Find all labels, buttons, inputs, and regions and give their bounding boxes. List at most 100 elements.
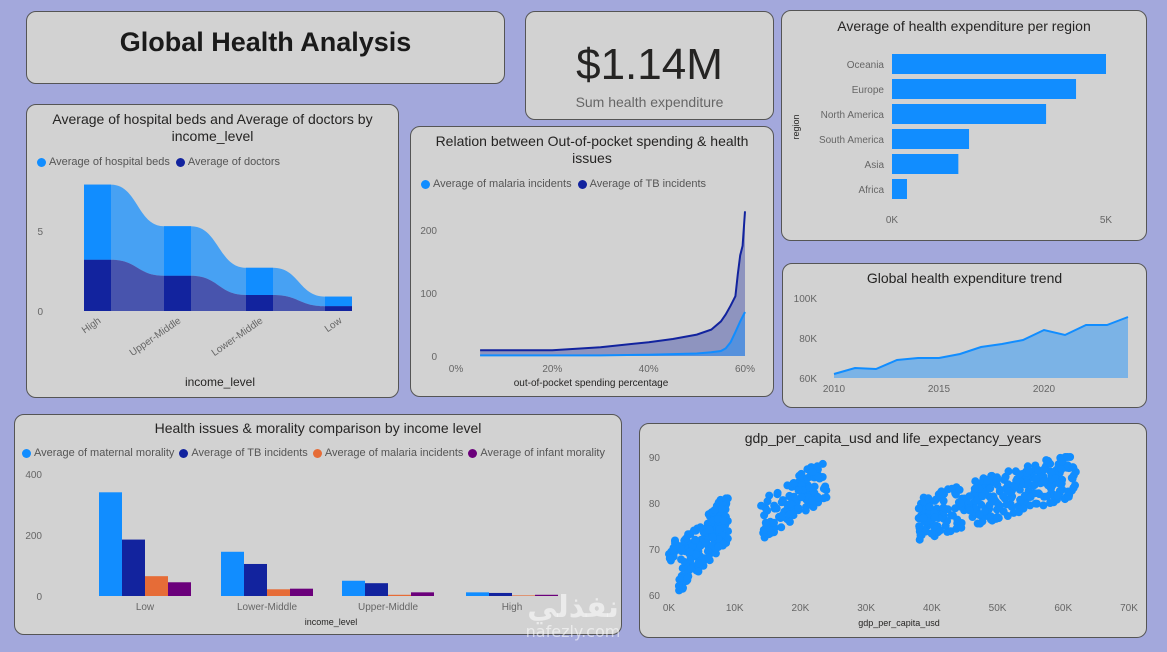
dashboard-title: Global Health Analysis bbox=[119, 27, 412, 57]
scatter-chart: 60 70 80 90 0K 10K 20K 30K 40K 50K 60K 70K gdp_per_c… bbox=[649, 453, 1138, 628]
y-tick-label: Africa bbox=[858, 185, 884, 196]
scatter-point bbox=[813, 462, 822, 471]
legend-marker bbox=[468, 448, 478, 458]
scatter-point bbox=[928, 529, 936, 538]
x-tick-label: 0K bbox=[886, 215, 899, 226]
column-bar bbox=[342, 580, 365, 596]
watermark-latin: nafezly.com bbox=[525, 622, 621, 641]
y-axis-title: region bbox=[791, 114, 801, 139]
scatter-point bbox=[1030, 481, 1039, 490]
scatter-point bbox=[1034, 466, 1042, 474]
scatter-point bbox=[973, 519, 982, 528]
scatter-point bbox=[1055, 479, 1064, 488]
x-tick-label: Low bbox=[136, 602, 155, 613]
y-tick-label: North America bbox=[821, 110, 885, 121]
x-axis-title: out-of-pocket spending percentage bbox=[514, 378, 669, 389]
legend-label: Average of malaria incidents bbox=[324, 447, 464, 459]
scatter-point bbox=[683, 573, 692, 582]
y-tick-label: 0 bbox=[37, 307, 43, 318]
x-tick-label: 40K bbox=[923, 603, 941, 614]
x-tick-label: 30K bbox=[857, 603, 875, 614]
x-tick-label: 0K bbox=[663, 603, 676, 614]
scatter-point bbox=[703, 547, 712, 556]
legend-marker bbox=[312, 448, 322, 458]
scatter-point bbox=[701, 539, 710, 548]
scatter-point bbox=[930, 513, 939, 522]
scatter-point bbox=[957, 523, 966, 532]
x-tick-label: 70K bbox=[1120, 603, 1138, 614]
kpi-card[interactable]: $1.14M Sum health expenditure bbox=[525, 11, 774, 120]
x-tick-label: 5K bbox=[1100, 215, 1113, 226]
y-tick-label: 60 bbox=[649, 591, 661, 602]
scatter-point bbox=[951, 504, 960, 513]
region-card[interactable]: Average of health expenditure per region… bbox=[781, 10, 1147, 241]
scatter-point bbox=[821, 482, 830, 491]
issues-card[interactable]: Health issues & morality comparison by i… bbox=[14, 414, 622, 635]
scatter-point bbox=[671, 536, 679, 545]
region-bar bbox=[892, 129, 970, 149]
scatter-point bbox=[694, 567, 703, 576]
scatter-point bbox=[1026, 492, 1035, 501]
x-tick-label: 60% bbox=[735, 364, 755, 375]
scatter-point bbox=[786, 499, 795, 508]
x-tick-label: Lower-Middle bbox=[237, 602, 297, 613]
column-bar bbox=[365, 583, 388, 596]
scatter-point bbox=[983, 476, 992, 485]
scatter-point bbox=[1015, 470, 1024, 479]
scatter-point bbox=[694, 559, 703, 568]
doctors-segment bbox=[164, 275, 191, 311]
scatter-point bbox=[678, 545, 687, 554]
scatter-point bbox=[930, 522, 939, 531]
scatter-point bbox=[770, 518, 778, 527]
doctors-segment bbox=[246, 295, 273, 311]
scatter-point bbox=[760, 511, 769, 520]
x-tick-label: High bbox=[502, 602, 523, 613]
legend-label: Average of infant morality bbox=[480, 447, 605, 459]
scatter-point bbox=[801, 506, 810, 515]
scatter-point bbox=[956, 499, 965, 508]
trend-card[interactable]: Global health expenditure trend 60K 80K 10… bbox=[782, 263, 1147, 408]
scatter-point bbox=[705, 525, 714, 534]
tb-series-area bbox=[480, 211, 745, 356]
scatter-point bbox=[691, 535, 700, 544]
chart-title: gdp_per_capita_usd and life_expectancy_y… bbox=[744, 430, 1042, 446]
doctors-ribbon bbox=[84, 259, 352, 311]
scatter-point bbox=[715, 525, 724, 534]
column-bar bbox=[267, 589, 290, 596]
scatter-point bbox=[1002, 500, 1011, 509]
column-bar bbox=[122, 539, 145, 596]
scatter-point bbox=[1043, 492, 1052, 501]
y-tick-label: 100K bbox=[794, 294, 818, 305]
column-bar bbox=[388, 594, 411, 596]
scatter-point bbox=[717, 504, 726, 513]
legend-marker bbox=[179, 448, 189, 458]
beds-doctors-card[interactable]: Average of hospital beds and Average of … bbox=[26, 104, 399, 398]
scatter-point bbox=[939, 497, 948, 505]
scatter-point bbox=[785, 492, 794, 501]
legend-label: Average of malaria incidents bbox=[433, 178, 572, 190]
oop-card[interactable]: Relation between Out-of-pocket spending … bbox=[410, 126, 774, 397]
scatter-point bbox=[674, 582, 683, 590]
scatter-point bbox=[988, 496, 997, 505]
scatter-point bbox=[939, 503, 948, 512]
scatter-card[interactable]: gdp_per_capita_usd and life_expectancy_y… bbox=[639, 423, 1147, 638]
y-tick-label: Europe bbox=[852, 85, 885, 96]
y-tick-label: 90 bbox=[649, 453, 661, 464]
scatter-point bbox=[720, 516, 729, 525]
scatter-point bbox=[809, 503, 818, 511]
legend-label: Average of TB incidents bbox=[191, 447, 308, 459]
scatter-point bbox=[919, 513, 928, 522]
scatter-point bbox=[975, 510, 984, 519]
scatter-point bbox=[1042, 456, 1051, 465]
y-tick-label: South America bbox=[819, 135, 884, 146]
region-bar bbox=[892, 79, 1077, 99]
scatter-point bbox=[995, 502, 1004, 511]
beds-segment bbox=[246, 267, 273, 295]
scatter-point bbox=[1053, 491, 1062, 500]
scatter-point bbox=[1026, 501, 1034, 510]
scatter-point bbox=[1024, 479, 1032, 488]
x-tick-label: Lower-Middle bbox=[210, 315, 266, 359]
kpi-label: Sum health expenditure bbox=[575, 94, 724, 110]
y-tick-label: 5 bbox=[37, 227, 43, 238]
bar-chart: Oceania Europe North America South America A… bbox=[791, 54, 1113, 226]
